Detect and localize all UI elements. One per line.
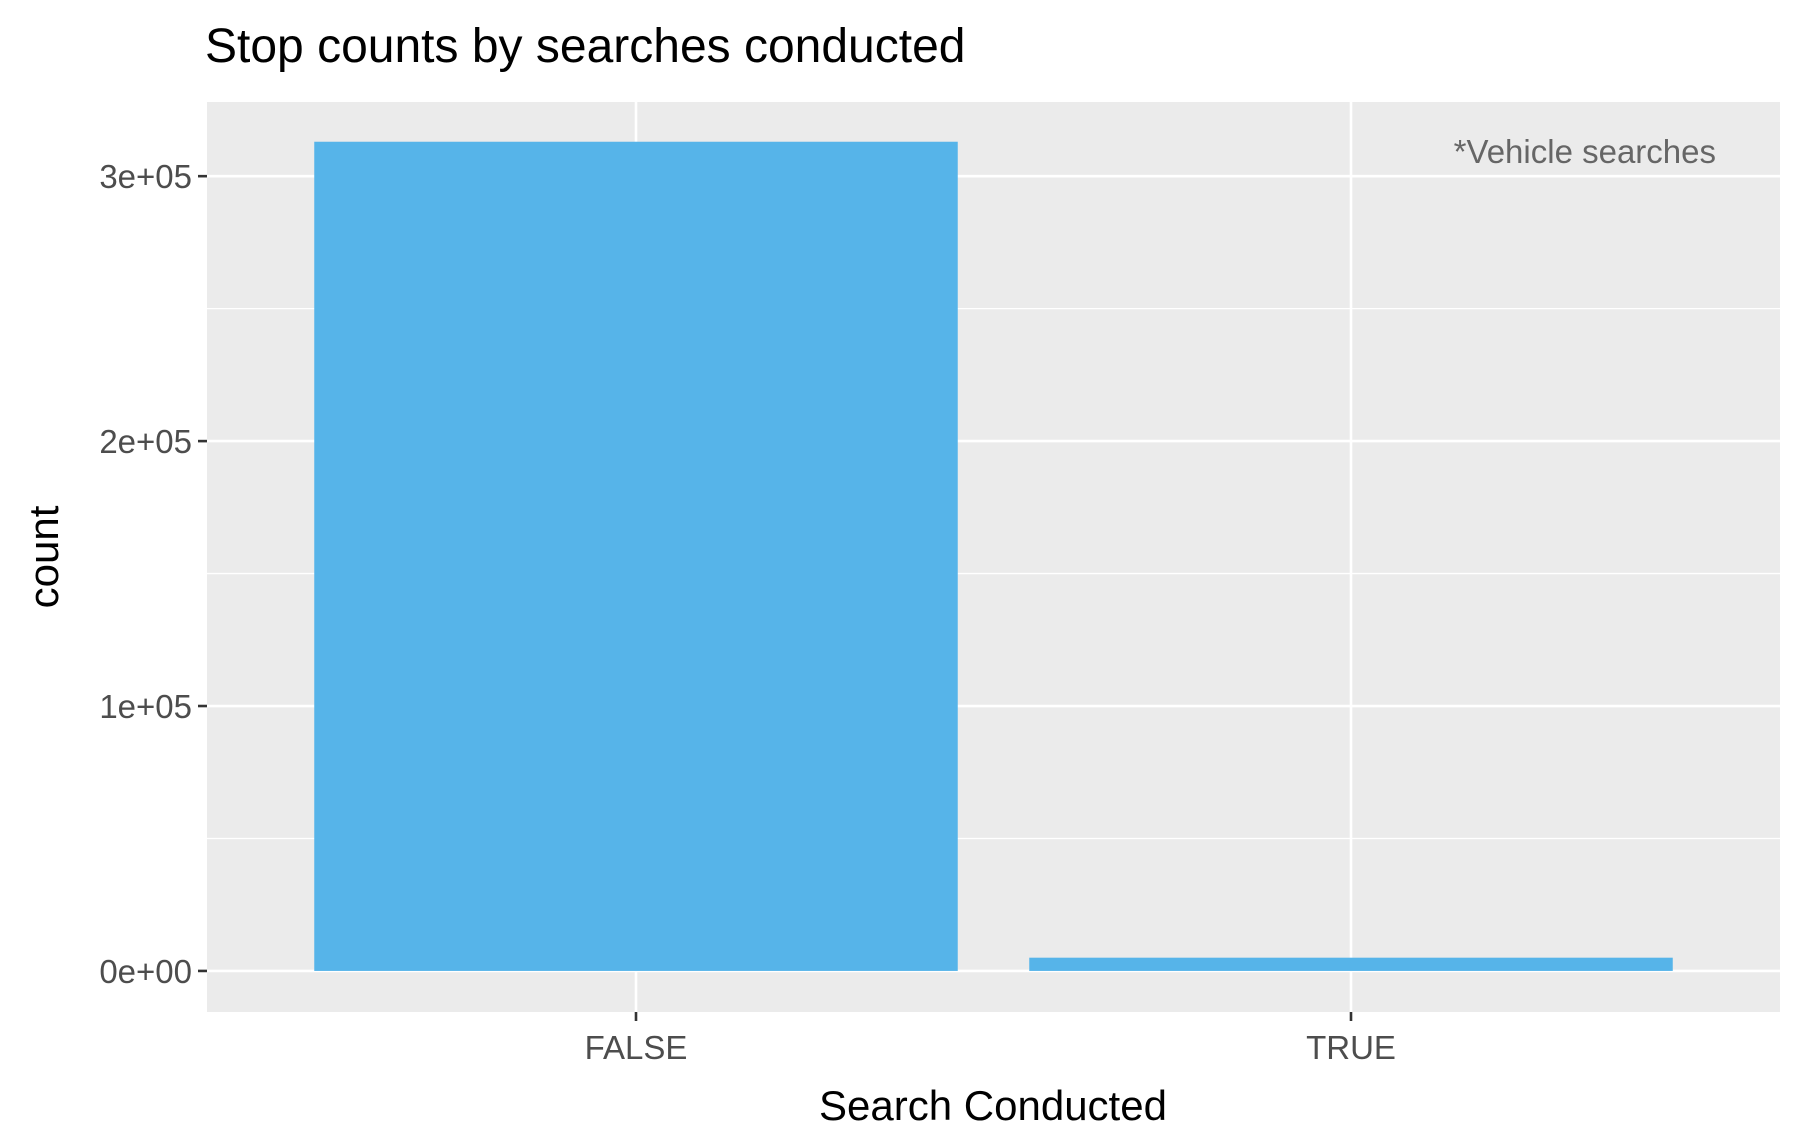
x-tick-label: TRUE (1306, 1029, 1396, 1066)
y-tick-label: 1e+05 (99, 688, 192, 725)
axes: 0e+00 1e+05 2e+05 3e+05 FALSE TRUE (99, 158, 1396, 1066)
bars (314, 141, 1673, 971)
y-tick-label: 2e+05 (99, 423, 192, 460)
x-tick-label: FALSE (585, 1029, 688, 1066)
vehicle-searches-annotation: *Vehicle searches (1454, 133, 1716, 170)
y-tick-label: 3e+05 (99, 158, 192, 195)
y-axis-title: count (20, 505, 67, 608)
x-axis-title: Search Conducted (819, 1082, 1167, 1129)
y-tick-label: 0e+00 (99, 953, 192, 990)
bar-false (314, 141, 958, 971)
bar-true (1029, 957, 1673, 971)
chart-title: Stop counts by searches conducted (205, 20, 965, 73)
